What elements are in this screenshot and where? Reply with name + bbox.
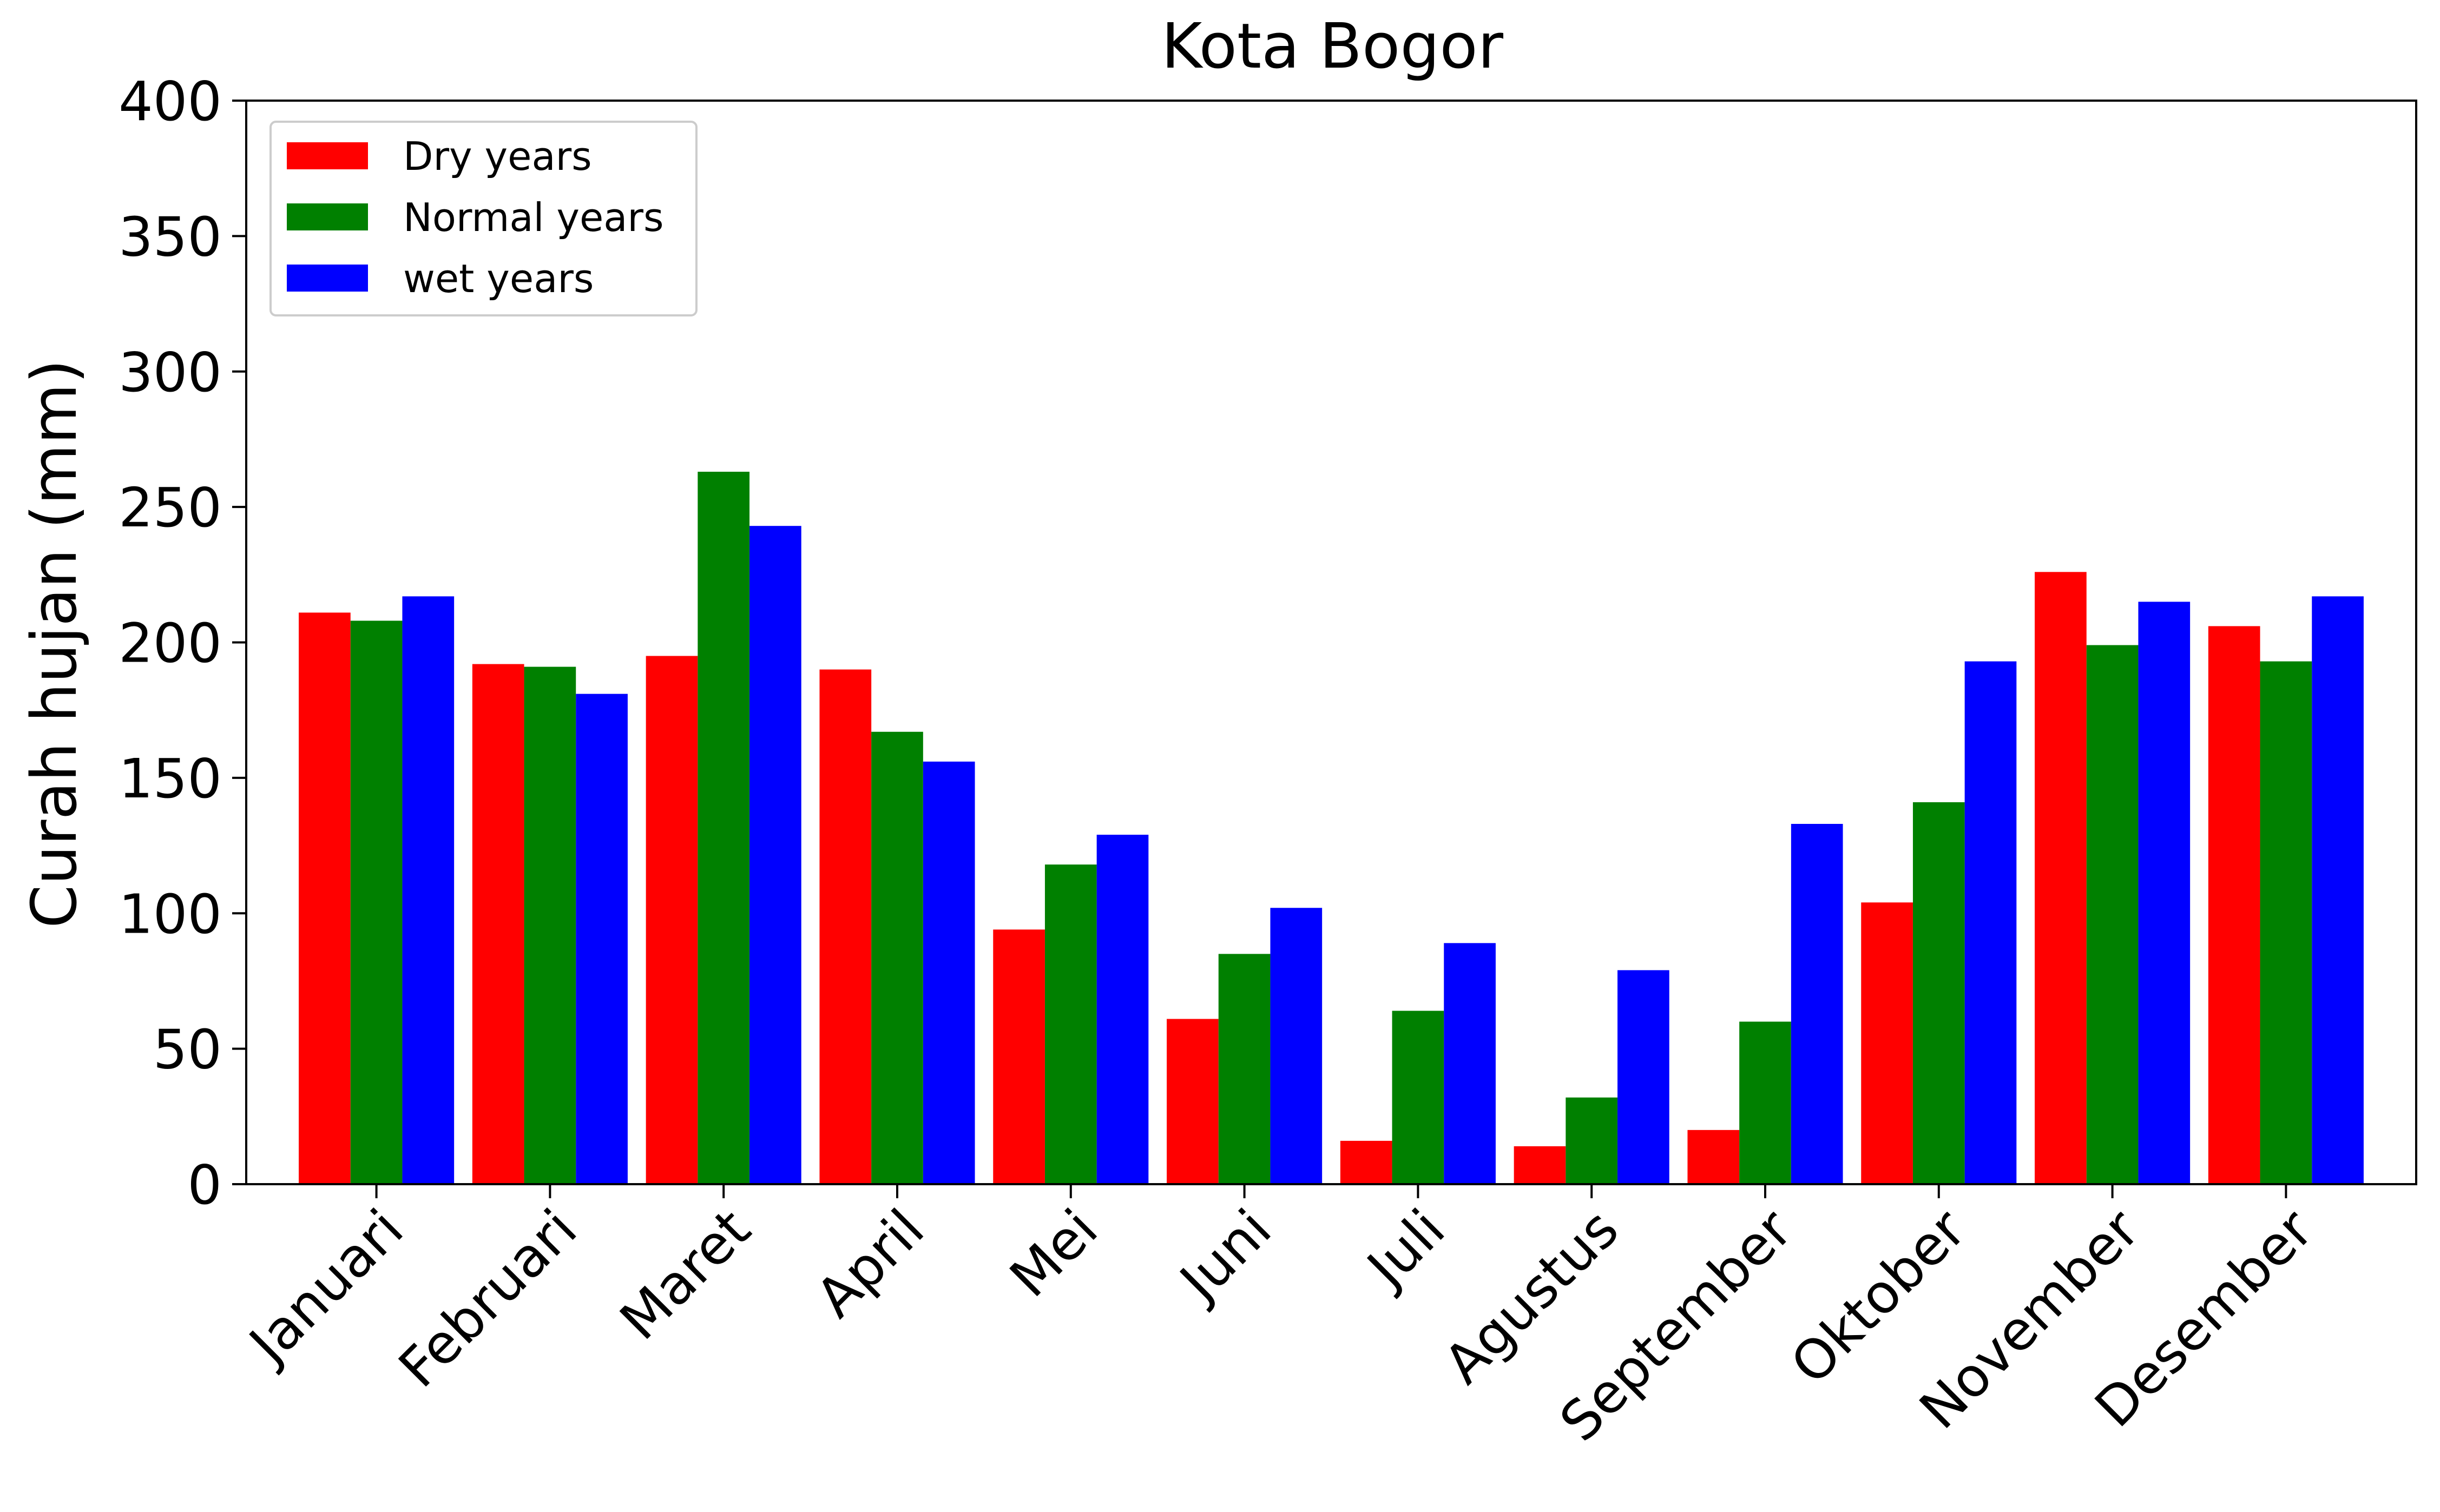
y-tick-label: 350 [119,205,222,268]
bar [1964,661,2017,1184]
bar [2086,645,2139,1184]
legend-label: Normal years [403,195,664,240]
bar [576,694,628,1184]
y-tick-label: 200 [119,612,222,675]
y-tick-label: 400 [119,70,222,133]
bar [819,669,872,1184]
y-tick-label: 100 [119,882,222,946]
bar [2208,626,2260,1184]
bar [871,731,923,1184]
bar [1566,1097,1618,1184]
legend-frame [269,121,698,316]
y-axis-label: Curah hujan (mm) [18,359,91,928]
bar [646,656,698,1184]
bar [2138,602,2191,1184]
bar [1044,864,1097,1184]
bar [993,929,1045,1184]
bar [1096,835,1149,1184]
bar [299,612,351,1184]
legend-swatch [287,142,368,169]
bar [698,472,750,1184]
y-tick-label: 50 [153,1018,222,1081]
bars-layer [299,472,2364,1185]
legend: Dry years Normal years wet years [269,121,698,316]
bar [1687,1130,1740,1184]
bar [1791,824,1843,1184]
bar [1270,908,1323,1184]
bar [2260,661,2312,1184]
chart-title: Kota Bogor [1161,10,1504,83]
bar [472,664,524,1184]
bar [1912,802,1965,1184]
bar [524,666,576,1184]
bar [1514,1146,1566,1184]
y-tick-label: 0 [187,1153,222,1217]
bar [1392,1011,1444,1184]
bar [1340,1140,1392,1184]
legend-swatch [287,265,368,292]
bar [2035,572,2087,1184]
bar [1617,970,1669,1184]
bar [1739,1021,1791,1184]
bar [350,620,403,1184]
bar [1861,902,1913,1184]
bar [749,526,801,1185]
y-tick-label: 150 [119,747,222,810]
bar [923,761,975,1184]
legend-swatch [287,203,368,230]
bar [2312,596,2364,1184]
bar [1444,943,1496,1184]
y-tick-label: 300 [119,341,222,404]
bar [1218,954,1271,1184]
bar [1167,1019,1219,1184]
bar [402,596,455,1184]
legend-label: wet years [403,256,594,301]
legend-label: Dry years [403,134,592,179]
y-tick-label: 250 [119,476,222,539]
